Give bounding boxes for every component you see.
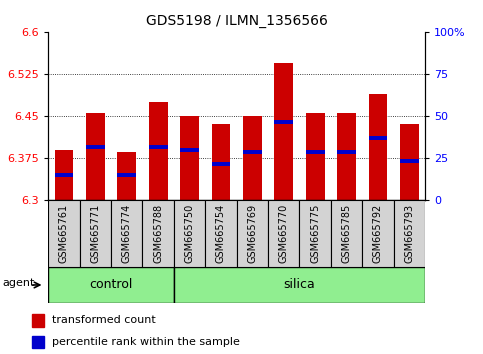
Bar — [149, 145, 168, 149]
Bar — [394, 200, 425, 267]
Bar — [86, 113, 105, 200]
Bar — [205, 200, 237, 267]
Bar — [80, 200, 111, 267]
Text: GSM665754: GSM665754 — [216, 204, 226, 263]
Bar — [48, 200, 80, 267]
Bar — [299, 200, 331, 267]
Text: silica: silica — [284, 279, 315, 291]
Text: GSM665761: GSM665761 — [59, 204, 69, 263]
Text: GSM665792: GSM665792 — [373, 204, 383, 263]
Bar — [362, 200, 394, 267]
Bar — [212, 162, 230, 166]
Bar — [174, 267, 425, 303]
Bar — [149, 102, 168, 200]
Bar — [400, 124, 419, 200]
Bar — [337, 113, 356, 200]
Bar — [117, 152, 136, 200]
Bar — [55, 150, 73, 200]
Bar — [274, 120, 293, 124]
Bar — [306, 113, 325, 200]
Bar — [331, 200, 362, 267]
Text: GSM665775: GSM665775 — [310, 204, 320, 263]
Bar — [32, 314, 44, 327]
Bar — [306, 150, 325, 154]
Text: GSM665774: GSM665774 — [122, 204, 132, 263]
Text: GSM665793: GSM665793 — [404, 204, 414, 263]
Bar — [400, 159, 419, 163]
Bar — [174, 200, 205, 267]
Text: percentile rank within the sample: percentile rank within the sample — [52, 337, 240, 347]
Text: agent: agent — [2, 278, 35, 288]
Bar — [243, 150, 262, 154]
Bar — [180, 148, 199, 152]
Bar — [337, 150, 356, 154]
Text: GSM665788: GSM665788 — [153, 204, 163, 263]
Bar — [243, 116, 262, 200]
Text: GSM665769: GSM665769 — [247, 204, 257, 263]
Bar — [142, 200, 174, 267]
Text: transformed count: transformed count — [52, 315, 156, 325]
Bar — [86, 145, 105, 149]
Text: GSM665771: GSM665771 — [90, 204, 100, 263]
Text: control: control — [89, 279, 133, 291]
Bar — [268, 200, 299, 267]
Bar — [111, 200, 142, 267]
Text: GSM665770: GSM665770 — [279, 204, 289, 263]
Bar — [32, 336, 44, 348]
Text: GSM665750: GSM665750 — [185, 204, 195, 263]
Bar — [180, 116, 199, 200]
Bar — [117, 173, 136, 177]
Bar — [212, 124, 230, 200]
Bar — [274, 63, 293, 200]
Text: GSM665785: GSM665785 — [341, 204, 352, 263]
Bar — [369, 136, 387, 140]
Bar — [369, 93, 387, 200]
Title: GDS5198 / ILMN_1356566: GDS5198 / ILMN_1356566 — [146, 14, 327, 28]
Bar — [55, 173, 73, 177]
Bar — [48, 267, 174, 303]
Bar — [237, 200, 268, 267]
